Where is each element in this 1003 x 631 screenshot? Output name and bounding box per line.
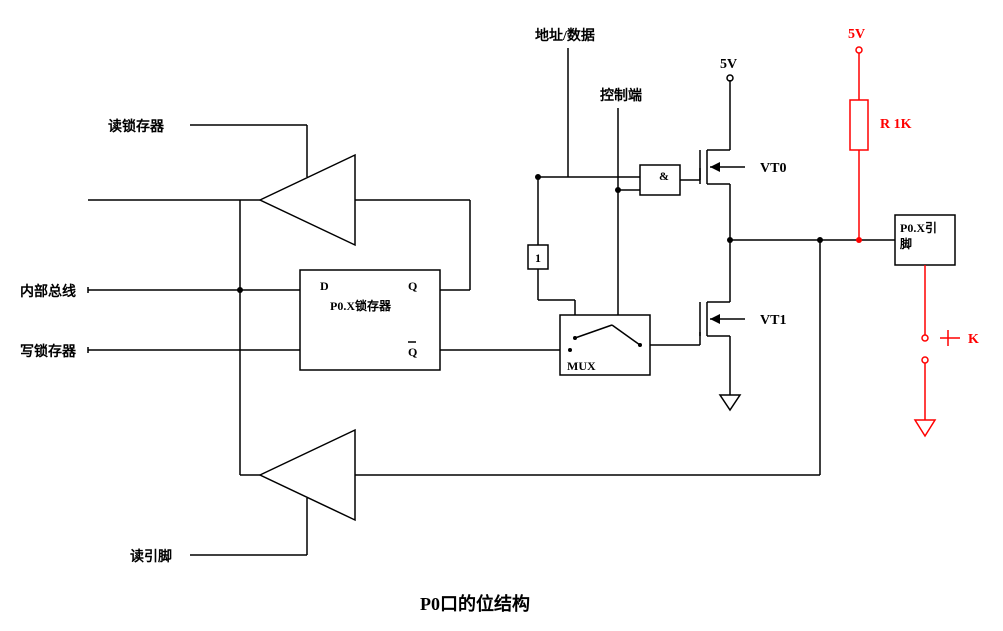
label-5v-black: 5V bbox=[720, 57, 737, 72]
label-read-latch: 读锁存器 bbox=[108, 118, 165, 135]
mosfet-vt0 bbox=[700, 80, 745, 240]
latch-Q: Q bbox=[408, 279, 417, 293]
label-addr-data: 地址/数据 bbox=[535, 27, 595, 44]
label-r1k: R 1K bbox=[880, 117, 912, 132]
label-vt1: VT1 bbox=[760, 313, 786, 328]
node-pin-tap bbox=[817, 237, 823, 243]
latch-Qbar: Q bbox=[408, 345, 417, 359]
diagram-title: P0口的位结构 bbox=[420, 593, 530, 614]
node-ctrl bbox=[615, 187, 621, 193]
label-read-pin: 读引脚 bbox=[130, 548, 172, 565]
mosfet-vt1 bbox=[700, 240, 745, 395]
latch-name: P0.X锁存器 bbox=[330, 298, 392, 313]
pin-block-l1: P0.X引 bbox=[900, 221, 937, 235]
label-vt0: VT0 bbox=[760, 161, 786, 176]
resistor-r bbox=[850, 100, 868, 150]
not-gate-label: 1 bbox=[535, 251, 541, 265]
pin-block-l2: 脚 bbox=[900, 236, 912, 251]
label-K: K bbox=[968, 332, 979, 347]
mux-label: MUX bbox=[567, 359, 596, 373]
label-control: 控制端 bbox=[600, 87, 642, 104]
circuit-diagram: 读锁存器 内部总线 写锁存器 D Q Q P0.X锁存器 读引脚 地址/数据 控… bbox=[0, 0, 1003, 631]
latch-D: D bbox=[320, 279, 329, 293]
label-5v-red: 5V bbox=[848, 27, 865, 42]
label-write-latch: 写锁存器 bbox=[20, 343, 77, 360]
node-red-top bbox=[856, 237, 862, 243]
label-internal-bus: 内部总线 bbox=[20, 283, 76, 300]
and-gate-label: & bbox=[659, 169, 669, 183]
